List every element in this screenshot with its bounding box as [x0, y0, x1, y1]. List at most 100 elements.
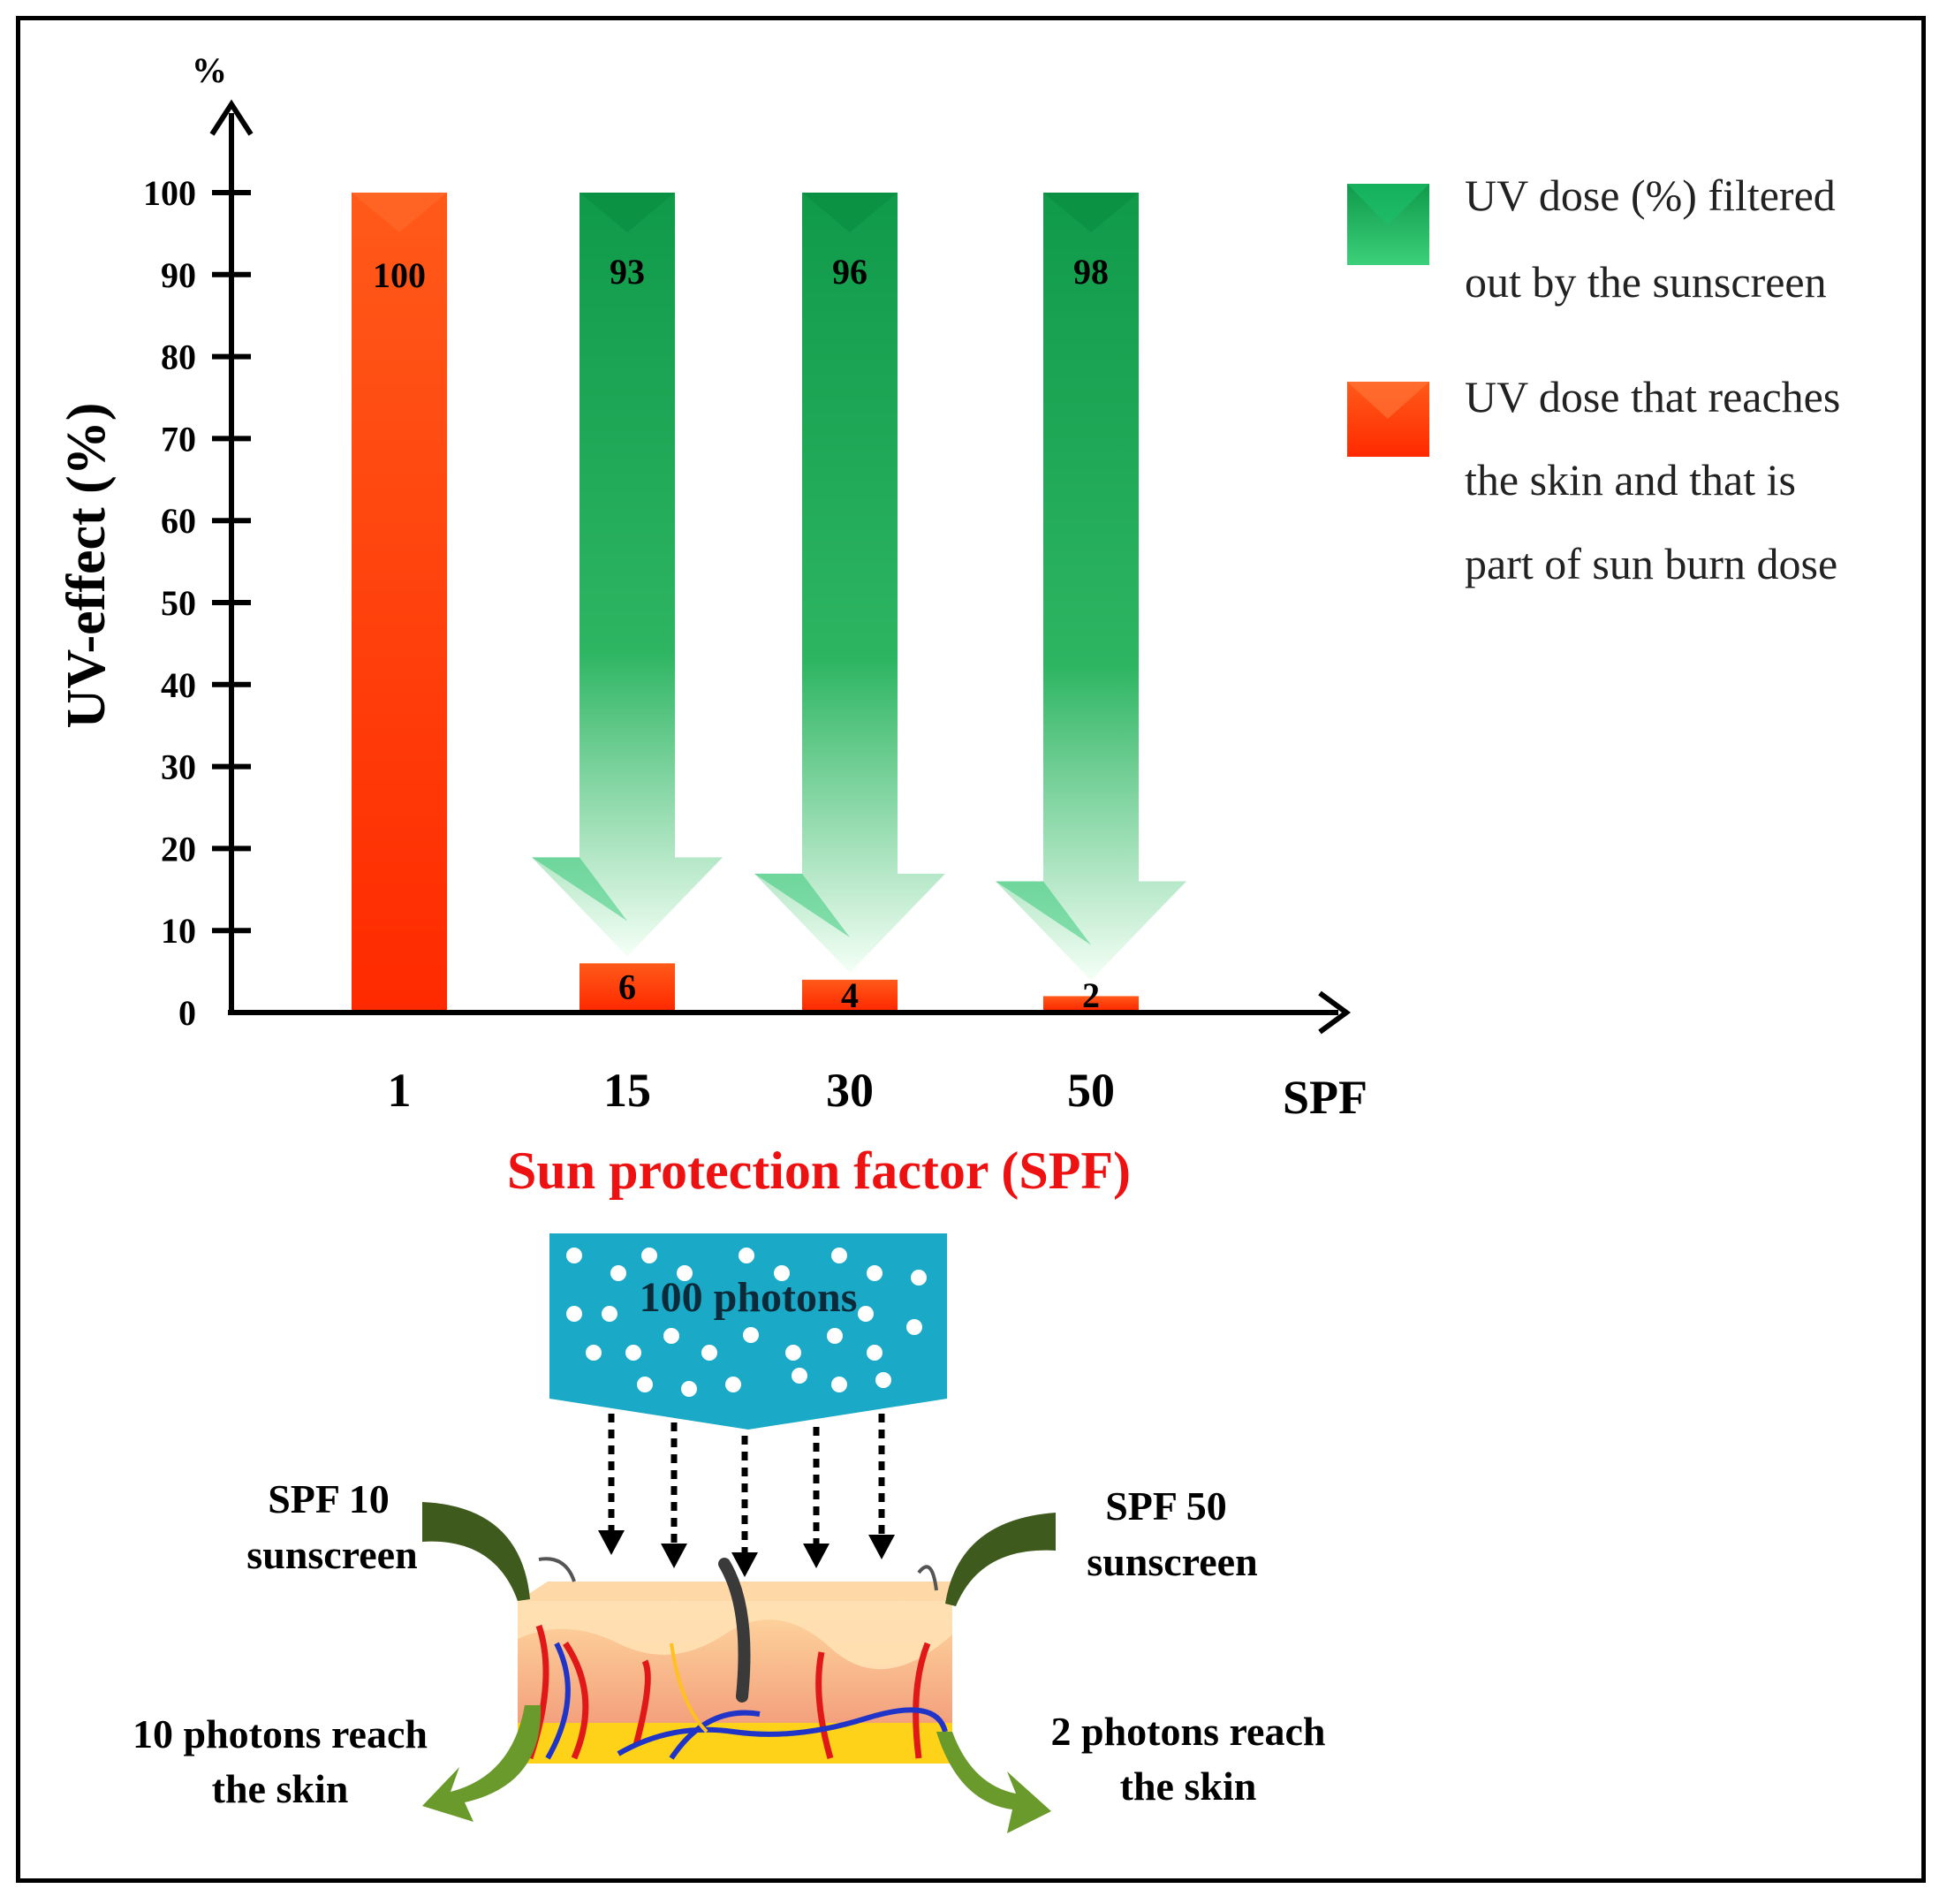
left-result-line2: the skin — [212, 1766, 349, 1811]
arrow-head-shade-spf-30 — [754, 873, 850, 937]
photon-dot — [831, 1248, 847, 1263]
x-tick-label-spf-1: 1 — [388, 1064, 412, 1117]
blood-vessels-red — [527, 1624, 931, 1760]
left-sunscreen-line1: SPF 10 — [268, 1476, 390, 1521]
arrow-highlight-spf-50 — [1043, 193, 1139, 232]
y-tick-label-40: 40 — [161, 665, 196, 705]
arrow-filtered-spf-15 — [532, 193, 723, 957]
photon-dot — [677, 1265, 693, 1281]
y-axis — [209, 99, 254, 1013]
photon-dot — [743, 1327, 759, 1343]
value-label-reaches-spf-15: 6 — [618, 967, 636, 1006]
photon-dot — [725, 1377, 741, 1392]
photon-dot — [858, 1306, 874, 1322]
x-axis-arrowhead — [1318, 990, 1352, 1035]
photon-dot — [739, 1248, 754, 1263]
arrow-filtered-spf-30 — [754, 193, 945, 973]
photon-dot — [906, 1319, 922, 1335]
photon-dot — [911, 1270, 927, 1286]
skin-block-image — [518, 1558, 956, 1764]
figure-frame — [16, 16, 1926, 1883]
y-axis-title: UV-effect (%) — [57, 403, 117, 729]
y-tick-label-50: 50 — [161, 583, 196, 623]
legend-reaches-line2: the skin and that is — [1465, 455, 1796, 504]
x-tick-label-spf-30: 30 — [826, 1064, 874, 1117]
legend-item-filtered: UV dose (%) filtered out by the sunscree… — [1347, 171, 1836, 307]
left-sunscreen-swoosh — [422, 1502, 576, 1601]
photon-dot — [625, 1345, 641, 1361]
photon-dot — [602, 1306, 617, 1322]
legend-item-reaches: UV dose that reaches the skin and that i… — [1347, 372, 1840, 588]
bar-reaches-spf-50 — [1043, 996, 1139, 1010]
y-unit-label: % — [192, 50, 227, 90]
y-tick-label-90: 90 — [161, 255, 196, 295]
photon-dot — [610, 1265, 626, 1281]
photon-dot — [875, 1372, 891, 1388]
right-result-line2: the skin — [1120, 1764, 1257, 1809]
photon-dot — [792, 1368, 807, 1384]
blood-vessels-blue — [545, 1642, 948, 1760]
arrow-highlight-spf-30 — [802, 193, 898, 232]
value-label-reaches-spf-50: 2 — [1082, 975, 1100, 1015]
arrow-head-shade-spf-50 — [996, 881, 1091, 945]
photon-dot — [785, 1345, 801, 1361]
legend: UV dose (%) filtered out by the sunscree… — [1347, 171, 1840, 588]
y-axis-arrowhead — [209, 99, 254, 136]
left-result-arrow — [422, 1705, 542, 1822]
hair — [718, 1558, 751, 1703]
photon-dot — [663, 1328, 679, 1344]
arrow-filtered-spf-50 — [996, 193, 1186, 981]
left-result-line1: 10 photons reach — [133, 1711, 428, 1756]
photon-dot — [681, 1381, 697, 1397]
y-tick-label-0: 0 — [178, 993, 196, 1033]
photon-arrow-head — [598, 1530, 625, 1555]
x-tick-label-spf-15: 15 — [603, 1064, 651, 1117]
right-result-arrow — [936, 1732, 1051, 1833]
photon-dot — [701, 1345, 717, 1361]
photon-arrows — [598, 1414, 895, 1577]
photon-dot — [641, 1248, 657, 1263]
right-result-line1: 2 photons reach — [1051, 1709, 1326, 1754]
value-label-filtered-spf-15: 93 — [610, 252, 645, 292]
photon-dot — [774, 1265, 790, 1281]
photon-dot — [566, 1248, 582, 1263]
photon-box: 100 photons — [549, 1233, 947, 1430]
photon-arrow-head — [661, 1544, 687, 1568]
y-tick-label-20: 20 — [161, 829, 196, 869]
arrow-highlight-spf-15 — [580, 193, 675, 232]
left-sunscreen-line2: sunscreen — [246, 1532, 417, 1577]
photon-dot — [867, 1265, 883, 1281]
legend-filtered-line1: UV dose (%) filtered — [1465, 171, 1836, 220]
y-tick-label-70: 70 — [161, 419, 196, 459]
x-axis-end-label: SPF — [1283, 1071, 1367, 1124]
photon-arrow-head — [868, 1535, 895, 1559]
bar-highlight-spf-1 — [352, 193, 447, 232]
value-label-filtered-spf-30: 96 — [832, 252, 867, 292]
right-sunscreen-swoosh — [917, 1513, 1056, 1606]
value-label-filtered-spf-50: 98 — [1073, 252, 1109, 292]
y-tick-label-10: 10 — [161, 911, 196, 951]
legend-reaches-line3: part of sun burn dose — [1465, 539, 1837, 588]
photon-arrow-head — [803, 1544, 830, 1568]
bar-reaches-spf-15 — [580, 963, 675, 1010]
photon-dot — [637, 1377, 653, 1392]
photon-dots — [566, 1248, 927, 1397]
x-axis-title: Sun protection factor (SPF) — [507, 1142, 1131, 1200]
x-tick-label-spf-50: 50 — [1067, 1064, 1115, 1117]
y-tick-label-100: 100 — [143, 173, 196, 213]
photon-arrow-head — [731, 1552, 758, 1577]
legend-reaches-line1: UV dose that reaches — [1465, 372, 1840, 421]
x-axis — [228, 990, 1352, 1035]
value-label-reaches-spf-30: 4 — [841, 975, 859, 1015]
y-tick-label-80: 80 — [161, 338, 196, 377]
photon-dot — [566, 1306, 582, 1322]
photon-dot — [827, 1328, 843, 1344]
bar-reaches-spf-1 — [352, 193, 447, 1010]
legend-filtered-line2: out by the sunscreen — [1465, 257, 1827, 307]
right-sunscreen-line1: SPF 50 — [1105, 1483, 1227, 1529]
arrow-head-shade-spf-15 — [532, 857, 627, 922]
value-label-reaches-spf-1: 100 — [373, 255, 426, 295]
photon-dot — [867, 1345, 883, 1361]
right-sunscreen-line2: sunscreen — [1087, 1539, 1257, 1584]
photon-dot — [586, 1345, 602, 1361]
